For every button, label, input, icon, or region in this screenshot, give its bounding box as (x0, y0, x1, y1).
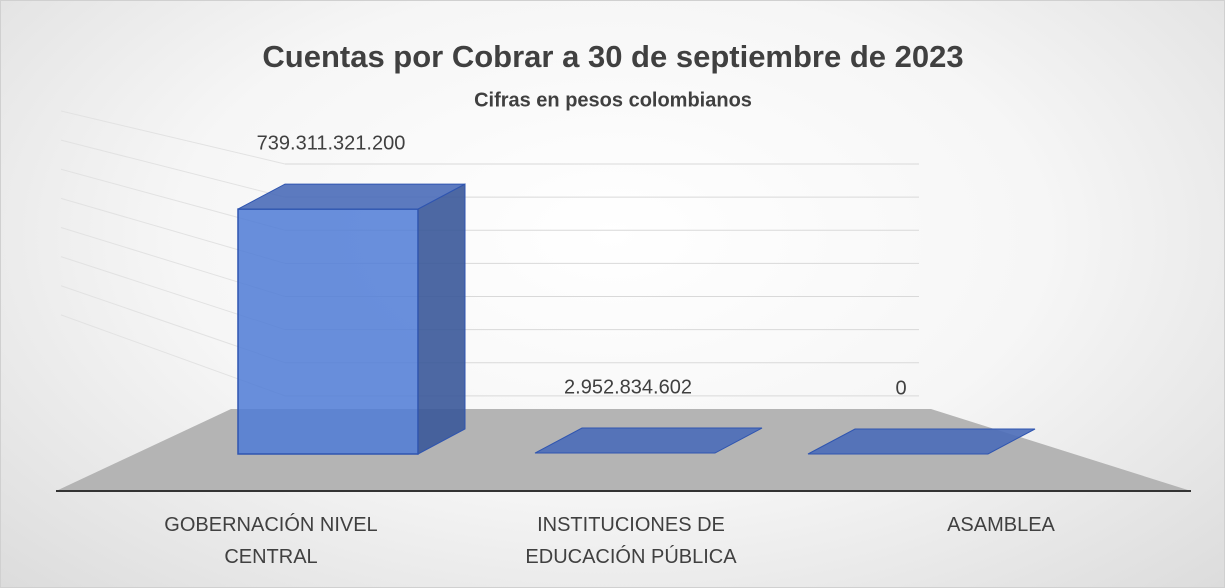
bar-top (534, 427, 763, 454)
data-label: 739.311.321.200 (257, 132, 406, 154)
chart-title: Cuentas por Cobrar a 30 de septiembre de… (262, 39, 963, 74)
side-grid-line (60, 110, 286, 165)
side-grid-line (60, 139, 286, 198)
bar-side (417, 183, 466, 455)
chart-subtitle: Cifras en pesos colombianos (474, 89, 752, 111)
bar-top (237, 183, 466, 210)
data-label: 0 (895, 377, 906, 399)
x-tick-label: ASAMBLEA (947, 514, 1055, 536)
bar-front (237, 208, 419, 455)
x-tick-label: INSTITUCIONES DE EDUCACIÓN PÚBLICA (525, 514, 737, 568)
bar-top (807, 428, 1036, 455)
data-label: 2.952.834.602 (564, 376, 692, 398)
x-tick-label: GOBERNACIÓN NIVEL CENTRAL (164, 514, 378, 568)
